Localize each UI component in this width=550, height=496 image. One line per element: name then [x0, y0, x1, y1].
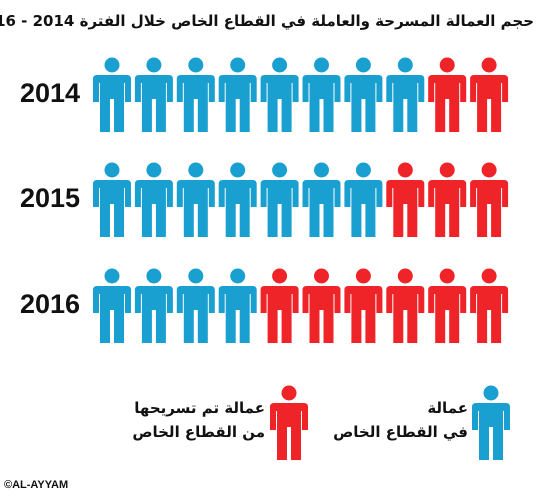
fired-person-icon — [428, 57, 467, 132]
pictogram-row-2015: 2015 — [20, 162, 509, 237]
employed-person-icon — [302, 162, 341, 237]
legend-employed-label: عمالة في القطاع الخاص — [333, 396, 468, 444]
fired-person-icon — [386, 162, 425, 237]
employed-person-icon — [134, 57, 173, 132]
employed-person-icon — [93, 268, 131, 343]
legend-employed-line2: في القطاع الخاص — [333, 423, 468, 441]
employed-person-icon — [260, 57, 299, 132]
fired-person-icon — [470, 162, 509, 237]
pictogram-row-2014: 2014 — [20, 57, 509, 132]
fired-person-icon — [470, 57, 509, 132]
employed-person-icon — [176, 162, 215, 237]
fired-person-icon — [260, 268, 299, 343]
chart-title: حجم العمالة المسرحة والعاملة في القطاع ا… — [0, 12, 534, 30]
employed-person-icon — [386, 57, 425, 132]
employed-person-icon — [218, 162, 257, 237]
source-credit: ©AL-AYYAM — [4, 479, 69, 491]
fired-person-icon — [470, 268, 509, 343]
year-label: 2015 — [20, 183, 80, 213]
legend-employed-line1: عمالة — [427, 399, 468, 417]
fired-person-icon — [344, 268, 383, 343]
fired-person-icon — [428, 162, 467, 237]
legend-fired-icon — [270, 385, 308, 460]
year-label: 2014 — [20, 78, 80, 108]
employed-person-icon — [218, 57, 257, 132]
employed-person-icon — [260, 162, 299, 237]
employed-person-icon — [176, 268, 215, 343]
legend-employed-icon — [472, 385, 510, 460]
fired-person-icon — [428, 268, 467, 343]
employed-person-icon — [134, 162, 173, 237]
employed-person-icon — [218, 268, 257, 343]
legend-fired-label: عمالة تم تسريحها من القطاع الخاص — [132, 396, 265, 444]
pictogram-row-2016: 2016 — [20, 268, 509, 343]
employed-person-icon — [344, 57, 383, 132]
pictogram-rows: 2014 2015 2016 — [20, 57, 509, 343]
fired-person-icon — [386, 268, 425, 343]
fired-person-icon — [302, 268, 341, 343]
employed-person-icon — [93, 162, 131, 237]
year-label: 2016 — [20, 289, 80, 319]
employed-person-icon — [93, 57, 131, 132]
employed-person-icon — [176, 57, 215, 132]
employed-person-icon — [344, 162, 383, 237]
legend-fired-line1: عمالة تم تسريحها — [134, 399, 265, 417]
employed-person-icon — [302, 57, 341, 132]
legend-fired-line2: من القطاع الخاص — [132, 423, 265, 441]
employed-person-icon — [134, 268, 173, 343]
